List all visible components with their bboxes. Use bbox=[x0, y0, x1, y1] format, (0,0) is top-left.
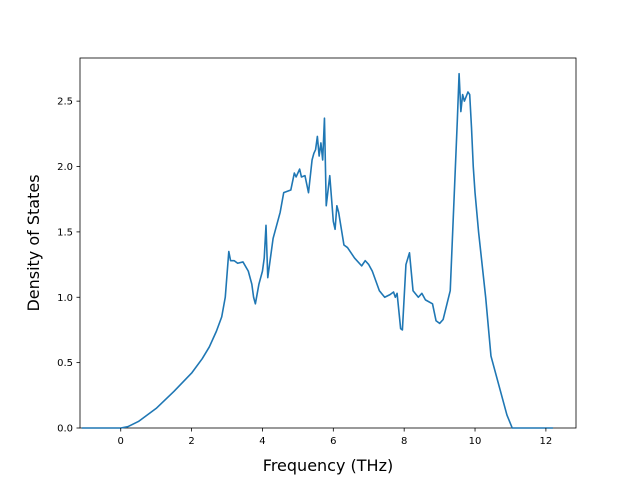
data-layer bbox=[81, 72, 553, 429]
y-tick-label: 1.0 bbox=[57, 293, 73, 304]
y-axis-label: Density of States bbox=[24, 174, 43, 311]
x-axis-ticks: 0 2 4 6 8 10 12 bbox=[118, 428, 553, 447]
y-tick-label: 2.0 bbox=[57, 162, 73, 173]
y-tick-label: 0.5 bbox=[57, 358, 73, 369]
x-tick-label: 0 bbox=[118, 436, 124, 447]
dos-series-line bbox=[81, 72, 553, 429]
x-tick-label: 6 bbox=[330, 436, 336, 447]
y-axis-ticks: 0.0 0.5 1.0 1.5 2.0 2.5 bbox=[57, 97, 80, 435]
x-tick-label: 4 bbox=[259, 436, 265, 447]
y-tick-label: 1.5 bbox=[57, 227, 73, 238]
x-tick-label: 2 bbox=[188, 436, 194, 447]
x-tick-label: 8 bbox=[401, 436, 407, 447]
plot-area bbox=[79, 57, 577, 429]
x-tick-label: 10 bbox=[469, 436, 482, 447]
x-axis-label: Frequency (THz) bbox=[263, 456, 393, 475]
y-tick-label: 2.5 bbox=[57, 97, 73, 108]
x-tick-label: 12 bbox=[540, 436, 553, 447]
y-tick-label: 0.0 bbox=[57, 424, 73, 435]
